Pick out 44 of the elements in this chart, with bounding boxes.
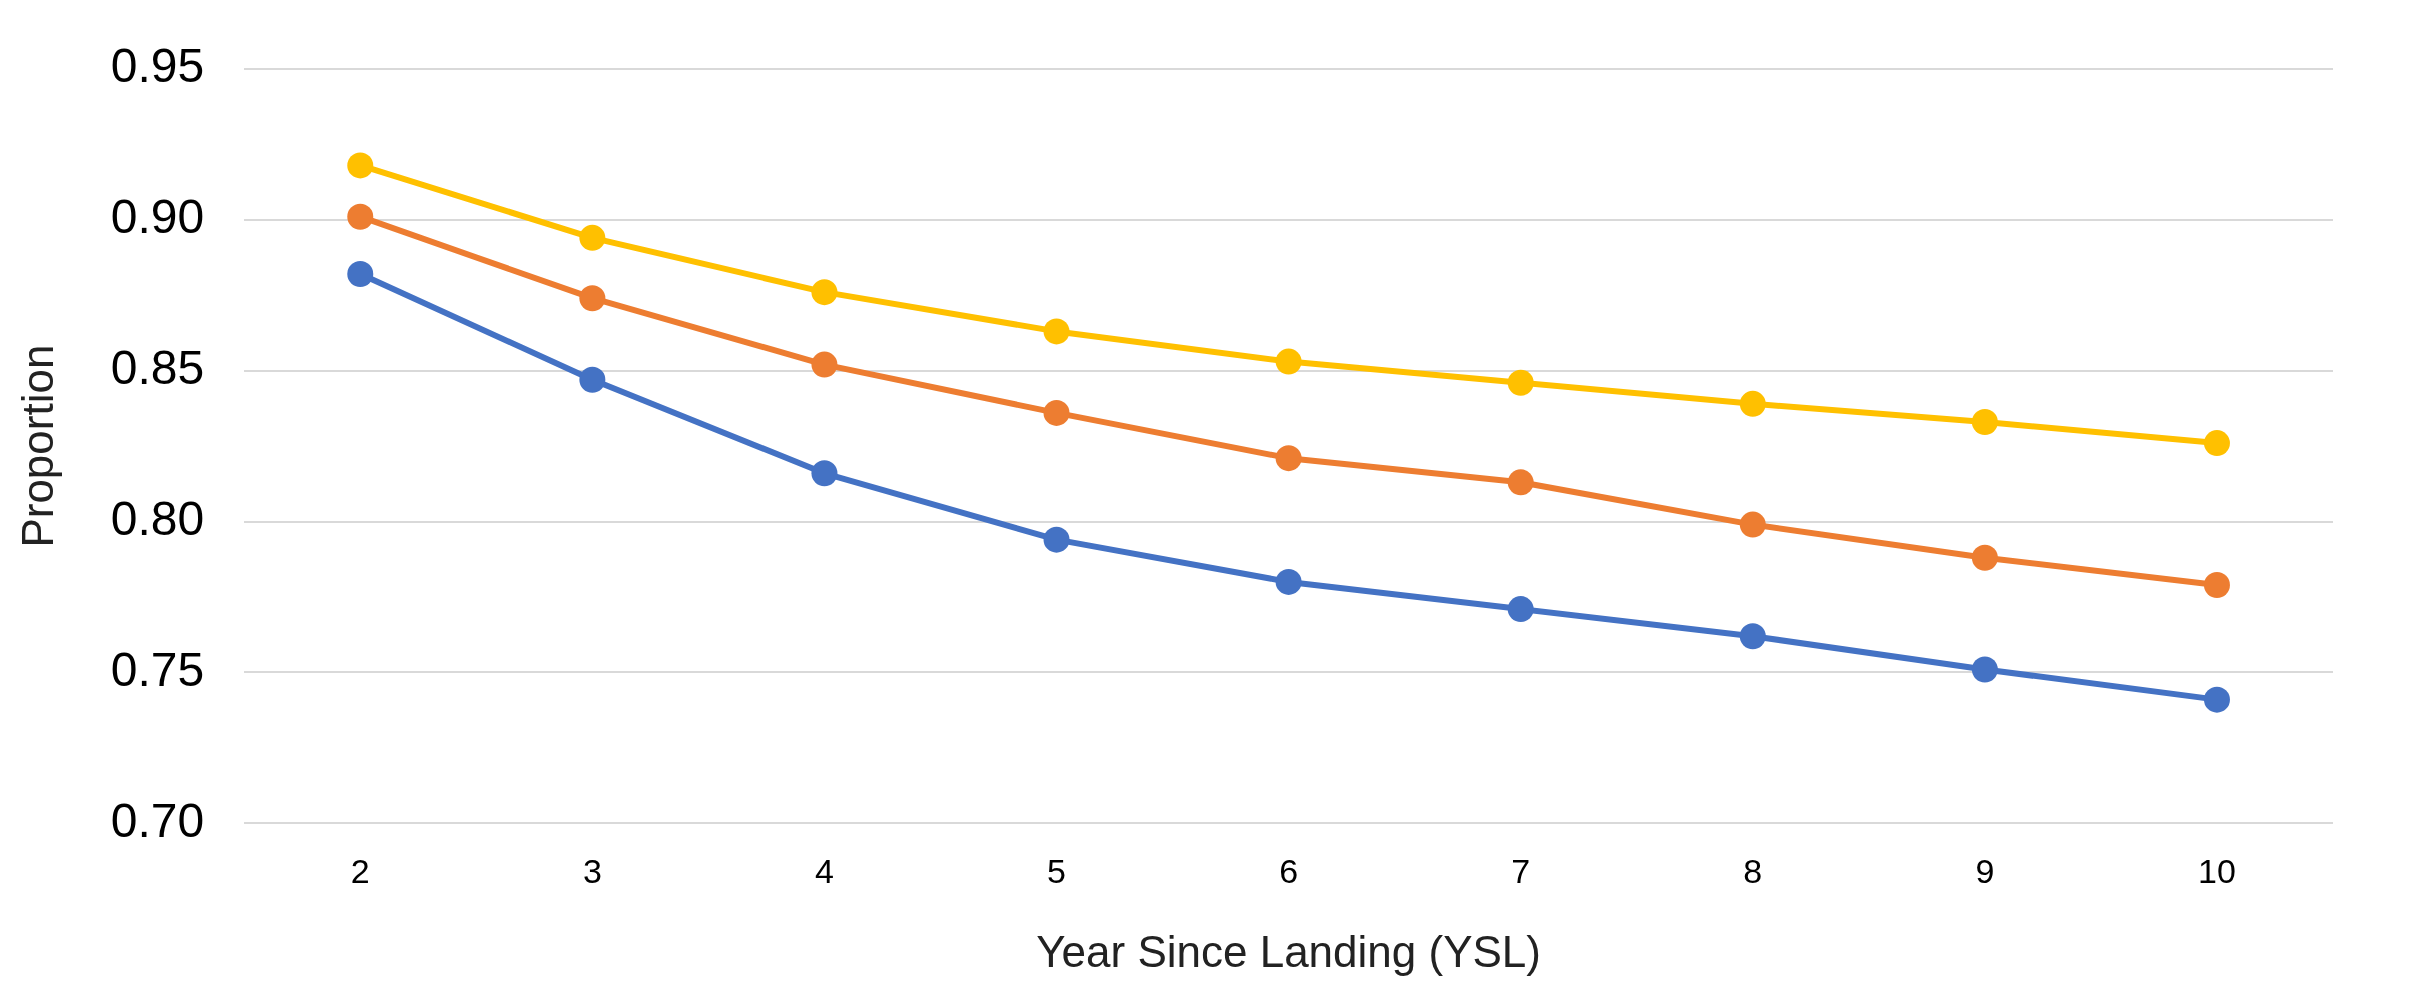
y-tick-label: 0.90 [110,189,205,243]
point [811,279,838,306]
point [1971,544,1998,571]
point [811,351,838,378]
point [1971,408,1998,435]
point [347,203,374,230]
point [1507,469,1534,496]
point [1043,399,1070,426]
point [1043,318,1070,345]
point [1275,568,1302,595]
y-axis-title: Proportion [12,344,62,548]
y-tick-label: 0.70 [110,793,205,847]
point [1507,369,1534,396]
y-tick-label: 0.85 [110,340,205,394]
y-tick-label: 0.80 [110,491,205,545]
point [1739,623,1766,650]
point [1739,511,1766,538]
point [579,224,606,251]
point [579,285,606,312]
point [2203,430,2230,457]
x-tick-label: 5 [1047,852,1066,891]
point [347,152,374,179]
x-tick-label: 2 [350,852,370,891]
point [1971,656,1998,683]
point [2203,571,2230,598]
point [347,261,374,288]
point [1043,526,1070,553]
point [1507,596,1534,623]
point [1739,390,1766,417]
point [579,366,606,393]
x-axis-title: Year Since Landing (YSL) [1036,926,1541,976]
x-tick-label: 4 [814,852,834,891]
x-tick-label: 6 [1279,852,1299,891]
x-tick-label: 9 [1975,852,1995,891]
y-tick-label: 0.95 [110,39,205,93]
x-tick-label: 10 [2198,852,2236,891]
point [2203,686,2230,713]
point [1275,445,1302,472]
x-tick-label: 3 [582,852,602,891]
x-tick-label: 7 [1511,852,1531,891]
point [1275,348,1302,375]
y-tick-label: 0.75 [110,642,205,696]
x-tick-label: 8 [1743,852,1763,891]
point [811,460,838,487]
